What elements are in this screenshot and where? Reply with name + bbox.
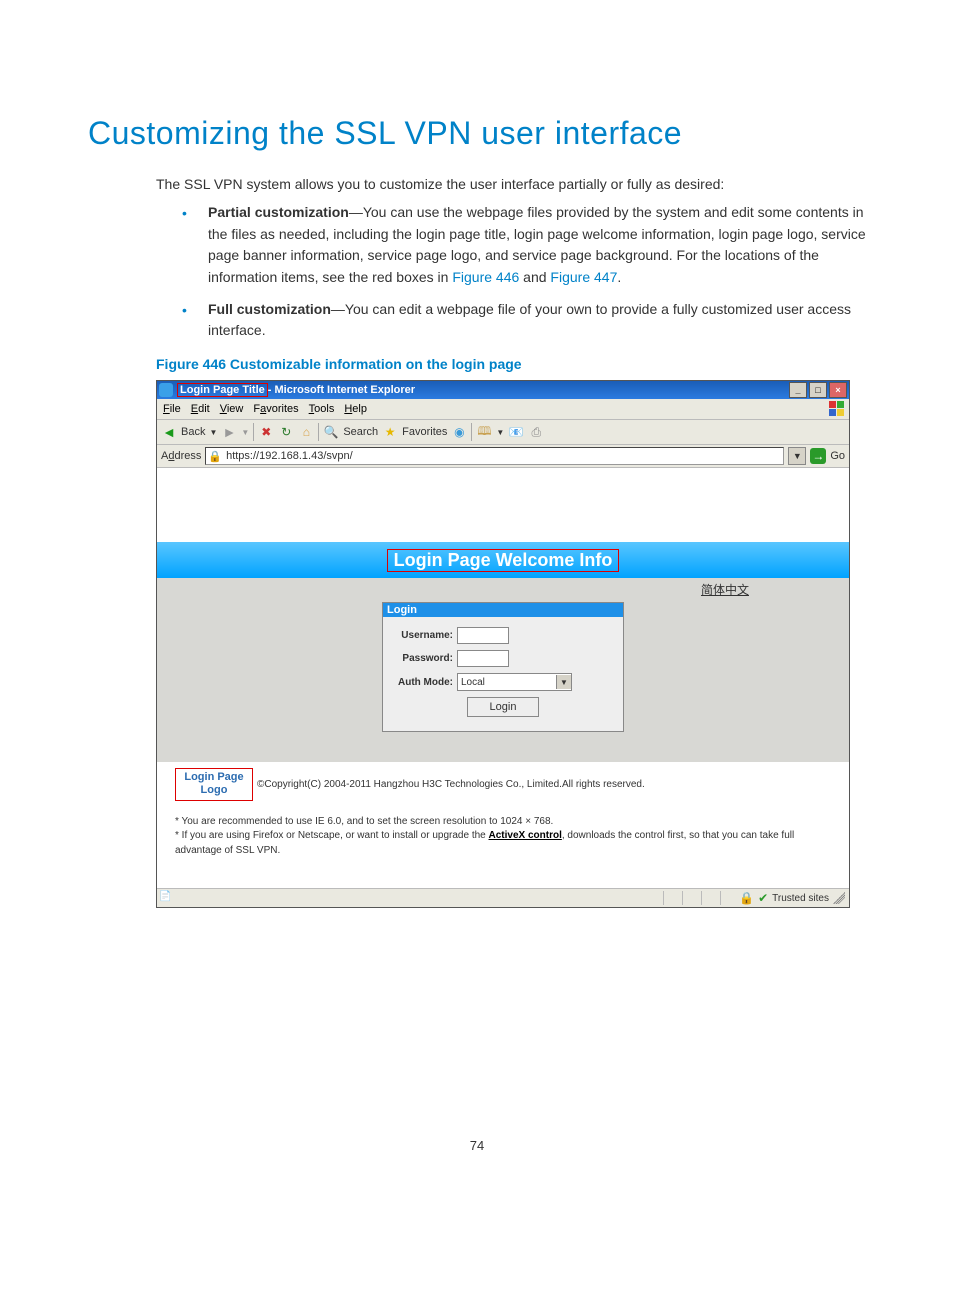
footer-strip: Login Page Logo ©Copyright(C) 2004-2011 … — [157, 762, 849, 810]
address-bar: Address 🔒 https://192.168.1.43/svpn/ ▼ →… — [157, 445, 849, 468]
row-authmode: Auth Mode: Local ▼ — [391, 673, 615, 691]
advice-block: * You are recommended to use IE 6.0, and… — [157, 811, 849, 889]
logo-line1: Login Page — [176, 771, 252, 784]
status-cell — [663, 891, 678, 905]
bullet-full-strong: Full customization — [208, 301, 331, 317]
password-input[interactable] — [457, 650, 509, 667]
login-button[interactable]: Login — [467, 697, 539, 717]
copyright-text: ©Copyright(C) 2004-2011 Hangzhou H3C Tec… — [257, 779, 645, 790]
mail-icon[interactable]: 📧 — [508, 424, 524, 440]
address-input[interactable]: 🔒 https://192.168.1.43/svpn/ — [205, 447, 784, 465]
forward-icon[interactable]: ► — [221, 424, 237, 440]
welcome-info: Login Page Welcome Info — [387, 549, 620, 572]
lock-page-icon: 🔒 — [208, 450, 222, 463]
page-body: Login Page Welcome Info 简体中文 Login Usern… — [157, 468, 849, 888]
authmode-value: Local — [461, 677, 485, 688]
trusted-sites-label: Trusted sites — [772, 893, 829, 904]
menu-file[interactable]: File — [163, 403, 181, 415]
search-label[interactable]: Search — [343, 426, 378, 438]
page-number: 74 — [88, 1138, 866, 1153]
bullet-list: Partial customization—You can use the we… — [182, 202, 866, 342]
home-icon[interactable]: ⌂ — [298, 424, 314, 440]
menu-help[interactable]: Help — [344, 403, 367, 415]
minimize-button[interactable]: _ — [789, 382, 807, 398]
address-dropdown-icon[interactable]: ▼ — [788, 447, 806, 465]
resize-grip-icon[interactable] — [833, 892, 845, 904]
go-button[interactable]: → — [810, 448, 826, 464]
ie-window: Login Page Title - Microsoft Internet Ex… — [156, 380, 850, 908]
status-cell — [701, 891, 716, 905]
maximize-button[interactable]: □ — [809, 382, 827, 398]
back-label[interactable]: Back — [181, 426, 205, 438]
forward-drop-icon[interactable]: ▼ — [241, 428, 249, 437]
banner-gap — [157, 468, 849, 542]
trusted-icon: ✔ — [758, 891, 768, 905]
link-figure-447[interactable]: Figure 447 — [550, 269, 617, 285]
login-banner: Login Page Welcome Info — [157, 542, 849, 578]
history-drop-icon[interactable]: ▼ — [496, 428, 504, 437]
logo-line2: Logo — [176, 784, 252, 797]
bullet-full: Full customization—You can edit a webpag… — [182, 299, 866, 342]
intro-text: The SSL VPN system allows you to customi… — [156, 176, 866, 192]
windows-logo-icon — [829, 401, 845, 417]
history-icon[interactable]: 🕮 — [476, 424, 492, 440]
favorites-label[interactable]: Favorites — [402, 426, 447, 438]
titlebar: Login Page Title - Microsoft Internet Ex… — [157, 381, 849, 399]
row-password: Password: — [391, 650, 615, 667]
menu-edit[interactable]: Edit — [191, 403, 210, 415]
refresh-icon[interactable]: ↻ — [278, 424, 294, 440]
activex-link[interactable]: ActiveX control — [489, 830, 562, 841]
bullet-partial-strong: Partial customization — [208, 204, 349, 220]
login-area: Login Username: Password: Auth Mode: — [157, 600, 849, 762]
ie-icon — [159, 383, 173, 397]
login-box: Login Username: Password: Auth Mode: — [382, 602, 624, 732]
back-icon[interactable]: ◄ — [161, 424, 177, 440]
close-button[interactable]: × — [829, 382, 847, 398]
advice-2: * If you are using Firefox or Netscape, … — [175, 829, 841, 858]
username-input[interactable] — [457, 627, 509, 644]
label-authmode: Auth Mode: — [391, 677, 457, 688]
link-figure-446[interactable]: Figure 446 — [452, 269, 519, 285]
login-box-header: Login — [383, 603, 623, 617]
bullet-partial: Partial customization—You can use the we… — [182, 202, 866, 289]
advice-2a: * If you are using Firefox or Netscape, … — [175, 830, 489, 841]
select-arrow-icon: ▼ — [556, 675, 571, 689]
bullet-partial-end: . — [617, 269, 621, 285]
bullet-partial-mid: and — [519, 269, 550, 285]
go-label: Go — [830, 450, 845, 462]
status-page-icon: 📄 — [159, 891, 173, 905]
print-icon[interactable]: ⎙ — [528, 424, 544, 440]
row-username: Username: — [391, 627, 615, 644]
figure-caption: Figure 446 Customizable information on t… — [156, 356, 866, 372]
status-cell — [720, 891, 735, 905]
address-label: Address — [161, 450, 201, 462]
label-password: Password: — [391, 653, 457, 664]
search-icon[interactable]: 🔍 — [323, 424, 339, 440]
status-bar: 📄 🔒 ✔ Trusted sites — [157, 888, 849, 907]
menu-tools[interactable]: Tools — [309, 403, 335, 415]
page-heading: Customizing the SSL VPN user interface — [88, 115, 866, 152]
language-switch[interactable]: 简体中文 — [157, 578, 849, 600]
authmode-select[interactable]: Local ▼ — [457, 673, 572, 691]
favorites-star-icon[interactable]: ★ — [382, 424, 398, 440]
title-login-page-title: Login Page Title — [177, 383, 268, 397]
menubar: File Edit View Favorites Tools Help — [157, 399, 849, 420]
toolbar-sep-2 — [318, 423, 319, 441]
stop-icon[interactable]: ✖ — [258, 424, 274, 440]
back-drop-icon[interactable]: ▼ — [209, 428, 217, 437]
menu-favorites[interactable]: Favorites — [253, 403, 298, 415]
lock-icon: 🔒 — [739, 891, 754, 905]
label-username: Username: — [391, 630, 457, 641]
toolbar-sep-1 — [253, 423, 254, 441]
menu-view[interactable]: View — [220, 403, 244, 415]
status-cell — [682, 891, 697, 905]
toolbar: ◄ Back ▼ ► ▼ ✖ ↻ ⌂ 🔍 Search ★ Favorites … — [157, 420, 849, 445]
login-page-logo: Login Page Logo — [175, 768, 253, 800]
advice-1: * You are recommended to use IE 6.0, and… — [175, 815, 841, 830]
toolbar-sep-3 — [471, 423, 472, 441]
address-url: https://192.168.1.43/svpn/ — [226, 450, 353, 462]
title-suffix: - Microsoft Internet Explorer — [268, 384, 415, 396]
media-icon[interactable]: ◉ — [451, 424, 467, 440]
